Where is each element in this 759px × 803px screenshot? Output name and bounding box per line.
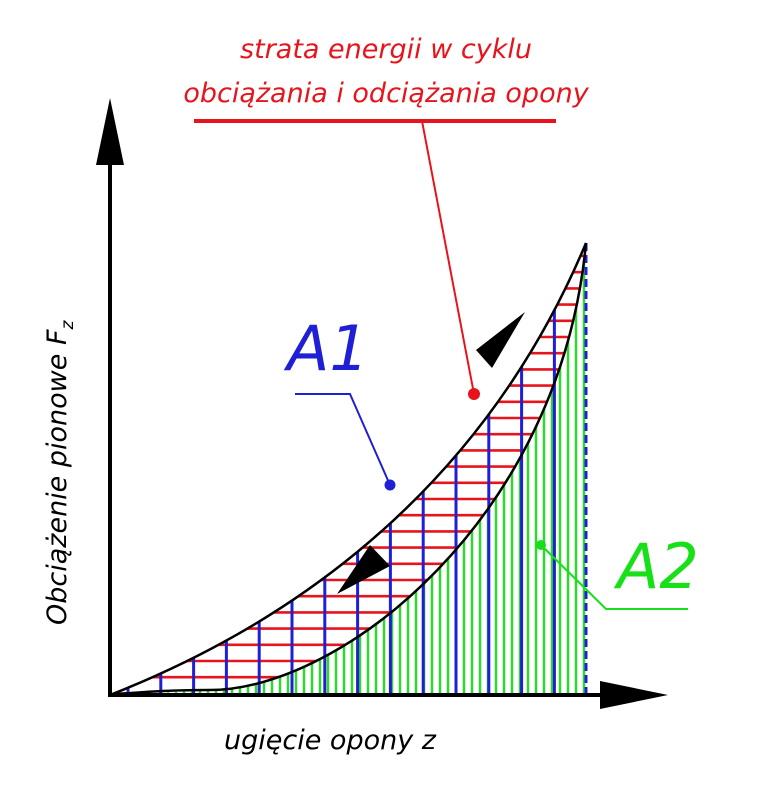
y-axis-label: Obciążenie pionowe Fz: [42, 320, 78, 625]
title-leader-line: [421, 120, 475, 395]
title-line-1: strata energii w cyklu: [240, 34, 532, 65]
y-axis-label-subscript: z: [58, 320, 78, 331]
a1-leader-line: [295, 393, 391, 486]
x-axis-label: ugięcie opony z: [224, 725, 437, 756]
title-line-2: obciążania i odciążania opony: [183, 78, 589, 109]
title-leader-dot: [468, 388, 480, 400]
y-axis-label-main: Obciążenie pionowe F: [42, 329, 73, 625]
a2-leader-dot: [536, 540, 546, 550]
label-a1: A1: [283, 312, 369, 385]
y-axis-arrowhead: [96, 98, 124, 165]
a2-leader-line: [540, 544, 688, 610]
loading-direction-arrow: [476, 312, 525, 368]
a1-leader-dot: [384, 479, 396, 491]
loading-curve: [109, 242, 588, 697]
label-a2: A2: [613, 530, 699, 603]
unloading-curve: [109, 242, 588, 697]
svg-text:Obciążenie pionowe Fz: Obciążenie pionowe Fz: [42, 320, 78, 625]
unloading-direction-arrow: [337, 545, 390, 594]
area-blue-vertical-hatching: [126, 310, 556, 695]
x-axis-arrowhead: [600, 681, 668, 709]
